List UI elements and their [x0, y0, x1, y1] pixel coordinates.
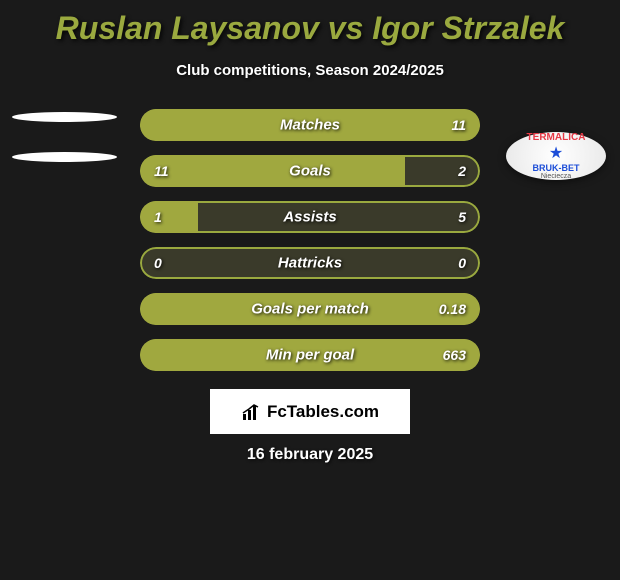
stat-right-value: 0	[458, 255, 466, 271]
stat-right-value: 11	[451, 117, 466, 133]
stat-left-value: 1	[154, 209, 162, 225]
stat-label: Goals	[289, 163, 331, 180]
stat-row: Matches 11	[140, 109, 480, 141]
stat-right-value: 5	[458, 209, 466, 225]
stat-left-value: 11	[154, 163, 169, 179]
footer-brand-text: FcTables.com	[267, 402, 379, 422]
badge-star-icon: ★	[549, 143, 563, 163]
footer-brand-badge[interactable]: FcTables.com	[210, 389, 410, 434]
stat-right-value: 2	[458, 163, 466, 179]
subtitle: Club competitions, Season 2024/2025	[0, 62, 620, 79]
player-right-avatar-area: TERMALICA ★ BRUK-BET Nieciecza	[500, 112, 612, 162]
stat-right-value: 663	[443, 347, 466, 363]
badge-bottom-text: BRUK-BET	[533, 163, 580, 173]
stat-row: Assists 1 5	[140, 201, 480, 233]
stat-label: Matches	[280, 117, 340, 134]
badge-top-text: TERMALICA	[527, 132, 586, 143]
stat-row: Min per goal 663	[140, 339, 480, 371]
club-left-badge	[12, 152, 117, 162]
comparison-card: Ruslan Laysanov vs Igor Strzalek Club co…	[0, 0, 620, 474]
stats-area: Matches 11 Goals 11 2 Assists 1 5 Hattricks 0 0 Goa…	[140, 109, 480, 371]
stat-label: Hattricks	[278, 255, 342, 272]
badge-small-text: Nieciecza	[541, 173, 571, 180]
stat-label: Min per goal	[266, 347, 354, 364]
stat-row: Goals 11 2	[140, 155, 480, 187]
stat-label: Goals per match	[251, 301, 369, 318]
club-right-badge: TERMALICA ★ BRUK-BET Nieciecza	[506, 132, 606, 180]
page-title: Ruslan Laysanov vs Igor Strzalek	[0, 10, 620, 47]
stat-row: Hattricks 0 0	[140, 247, 480, 279]
stat-bar-fill-left	[140, 155, 405, 187]
player-left-avatar-area	[8, 112, 120, 162]
stat-label: Assists	[283, 209, 336, 226]
stat-right-value: 0.18	[439, 301, 466, 317]
stat-left-value: 0	[154, 255, 162, 271]
stat-row: Goals per match 0.18	[140, 293, 480, 325]
footer-date: 16 february 2025	[0, 446, 620, 464]
stat-bar-fill-left	[140, 201, 198, 233]
chart-icon	[241, 402, 261, 422]
player-left-face	[12, 112, 117, 122]
